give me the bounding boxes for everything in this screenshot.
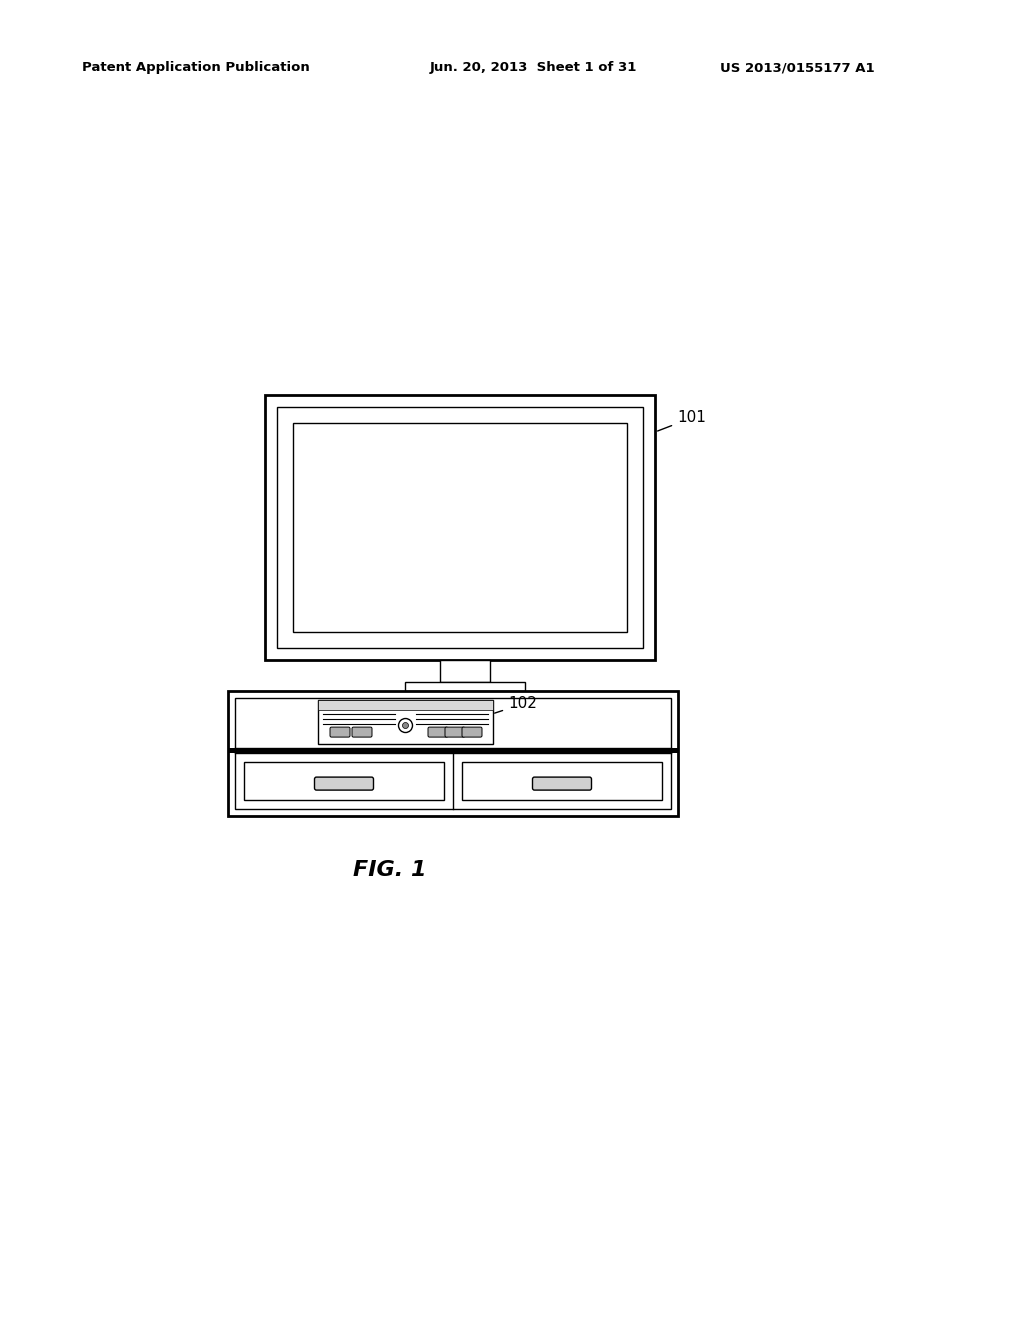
Circle shape	[402, 722, 409, 729]
Bar	[278, 407, 643, 648]
FancyBboxPatch shape	[445, 727, 465, 737]
FancyBboxPatch shape	[330, 727, 350, 737]
Bar	[440, 660, 490, 682]
Bar	[293, 422, 627, 632]
Text: FIG. 1: FIG. 1	[353, 861, 427, 880]
FancyBboxPatch shape	[462, 727, 482, 737]
Bar	[244, 762, 444, 800]
Text: 101: 101	[657, 411, 706, 432]
FancyBboxPatch shape	[532, 777, 592, 791]
Text: 102: 102	[495, 697, 537, 713]
Bar	[228, 748, 678, 752]
Text: Patent Application Publication: Patent Application Publication	[82, 62, 309, 74]
FancyBboxPatch shape	[428, 727, 449, 737]
Bar	[318, 700, 493, 710]
Bar	[406, 682, 525, 690]
Bar	[318, 700, 493, 744]
FancyBboxPatch shape	[314, 777, 374, 791]
Bar	[234, 698, 671, 809]
Circle shape	[398, 718, 413, 733]
Bar	[462, 762, 662, 800]
Bar	[228, 690, 678, 816]
Text: Jun. 20, 2013  Sheet 1 of 31: Jun. 20, 2013 Sheet 1 of 31	[430, 62, 637, 74]
FancyBboxPatch shape	[352, 727, 372, 737]
Bar	[265, 395, 655, 660]
Text: US 2013/0155177 A1: US 2013/0155177 A1	[720, 62, 874, 74]
